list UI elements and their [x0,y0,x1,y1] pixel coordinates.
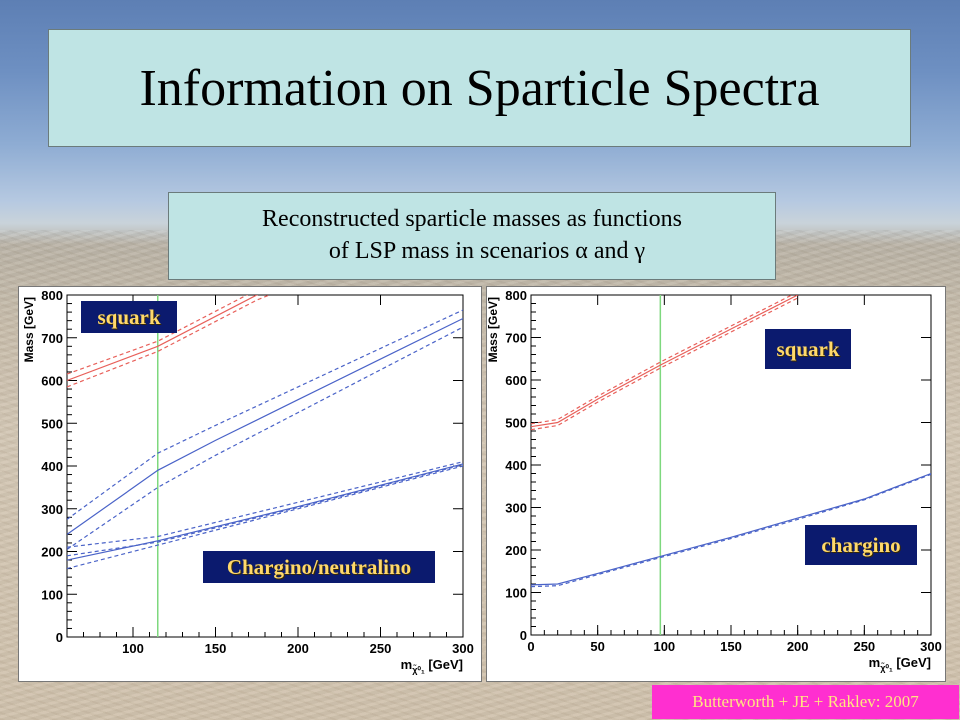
series-blue-dashed-line [67,326,463,550]
x-tick-label: 200 [287,641,309,656]
y-tick-label: 500 [41,416,63,431]
x-axis-label: mχ̃⁰₁ [GeV] [401,657,463,675]
credit-badge: Butterworth + JE + Raklev: 2007 [652,685,959,719]
subtitle-line-2: of LSP mass in scenarios α and γ [328,238,646,264]
x-tick-label: 300 [452,641,474,656]
y-tick-label: 100 [505,586,527,601]
x-axis-label: mχ̃⁰₁ [GeV] [869,655,931,673]
series-blue-dashed-line [67,465,463,570]
chart-right: 0 100 200 300 400 500 600 700 800 0 50 100 150 200 250… [487,288,942,673]
series-red-solid-line [67,295,259,382]
y-axis-label: Mass [GeV] [487,297,500,362]
y-tick-label: 100 [41,587,63,602]
x-tick-label: 200 [787,639,809,654]
y-tick-label: 700 [41,331,63,346]
chart-left: 0 100 200 300 400 500 600 700 800 100 150 200 250 300… [22,288,474,675]
y-tick-label: 0 [520,628,527,643]
plot-frame [66,294,464,638]
series-red-dashed-line [531,297,798,431]
y-tick-label: 500 [505,416,527,431]
y-tick-label: 800 [505,288,527,303]
y-tick-label: 400 [505,458,527,473]
series-blue-solid-line [531,472,931,586]
series-blue-solid-line [67,463,463,561]
y-tick-label: 200 [505,543,527,558]
x-tick-label: 50 [590,639,604,654]
chart-panel-right: 0 100 200 300 400 500 600 700 800 0 50 100 150 200 250… [486,286,946,682]
slide-title: Information on Sparticle Spectra [139,59,820,117]
squark-label-right: squark [765,329,851,369]
x-tick-label: 100 [122,641,144,656]
title-box: Information on Sparticle Spectra [48,29,911,147]
y-tick-label: 800 [41,288,63,303]
y-tick-label: 300 [505,501,527,516]
y-axis-label: Mass [GeV] [22,297,36,362]
series-blue-dashed-line [67,309,463,520]
y-tick-label: 300 [41,502,63,517]
x-tick-label: 300 [920,639,942,654]
subtitle-box: Reconstructed sparticle masses as functi… [168,192,776,280]
plot-frame [530,294,932,636]
x-tick-label: 150 [720,639,742,654]
x-tick-label: 100 [653,639,675,654]
series-blue-dashed-line [67,461,463,548]
x-tick-label: 0 [527,639,534,654]
series-red-dashed-line [531,295,794,425]
chart-panel-left: 0 100 200 300 400 500 600 700 800 100 150 200 250 300… [18,286,482,682]
squark-label-left: squark [81,301,177,333]
x-tick-label: 250 [370,641,392,656]
chargino-neutralino-label: Chargino/neutralino [203,551,435,583]
series-blue-dashed-line [67,464,463,557]
y-tick-label: 0 [56,630,63,645]
series-red-solid-line [531,295,798,428]
y-tick-label: 600 [41,374,63,389]
series-blue-solid-line [67,317,463,535]
y-tick-label: 200 [41,545,63,560]
y-tick-label: 700 [505,331,527,346]
series-blue-dashed-line [531,473,931,588]
y-tick-label: 600 [505,373,527,388]
chargino-label-right: chargino [805,525,917,565]
x-tick-label: 150 [205,641,227,656]
y-tick-label: 400 [41,459,63,474]
x-tick-label: 250 [853,639,875,654]
subtitle-line-1: Reconstructed sparticle masses as functi… [262,206,682,232]
